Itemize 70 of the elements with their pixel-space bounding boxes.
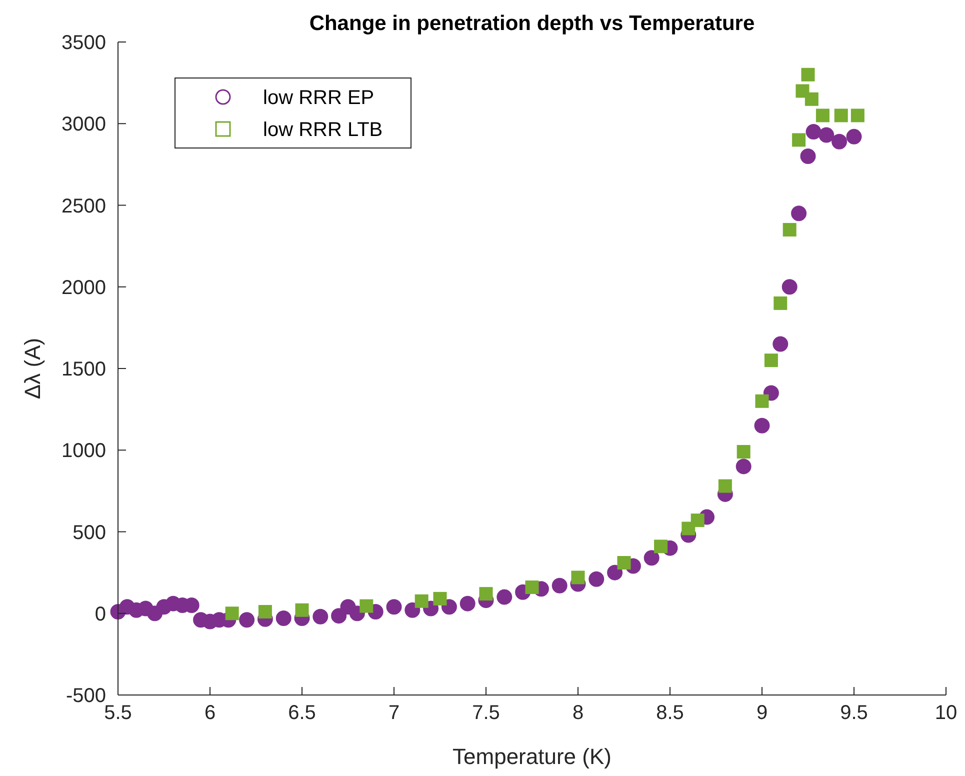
y-tick-label: 1500	[62, 358, 106, 380]
y-axis-title: Δλ (A)	[20, 338, 45, 400]
point	[571, 570, 585, 584]
point	[479, 587, 493, 601]
legend-label: low RRR EP	[263, 87, 374, 109]
y-tick-label: 3500	[62, 32, 106, 54]
point	[832, 134, 848, 150]
point	[782, 279, 798, 295]
point	[360, 599, 374, 613]
point	[331, 608, 347, 624]
chart-title: Change in penetration depth vs Temperature	[309, 12, 755, 35]
point	[433, 592, 447, 606]
x-tick-label: 6.5	[288, 702, 316, 724]
y-tick-label: 500	[72, 522, 106, 544]
point	[654, 540, 668, 554]
x-tick-label: 7	[388, 702, 400, 724]
point	[460, 596, 476, 612]
point	[792, 133, 806, 147]
point	[755, 394, 769, 408]
point	[607, 564, 623, 580]
point	[736, 445, 750, 459]
point	[690, 514, 704, 528]
point	[818, 127, 834, 143]
point	[588, 571, 604, 587]
y-tick-label: -500	[66, 685, 106, 707]
point	[552, 578, 568, 594]
point	[772, 336, 788, 352]
point	[414, 594, 428, 608]
point	[276, 610, 292, 626]
point	[816, 108, 830, 122]
point	[791, 206, 807, 222]
point	[386, 599, 402, 615]
x-axis-title: Temperature (K)	[452, 744, 612, 769]
point	[846, 128, 862, 144]
point	[782, 222, 796, 236]
point	[404, 602, 420, 618]
x-tick-label: 8	[572, 702, 584, 724]
x-tick-label: 9.5	[840, 702, 868, 724]
x-tick-label: 7.5	[472, 702, 500, 724]
x-tick-label: 9	[756, 702, 768, 724]
x-tick-label: 6	[204, 702, 216, 724]
y-tick-label: 0	[94, 603, 106, 626]
legend-label: low RRR LTB	[263, 119, 383, 141]
x-tick-label: 10	[934, 702, 958, 724]
x-tick-label: 8.5	[656, 702, 684, 724]
point	[834, 108, 848, 122]
point	[718, 479, 732, 493]
point	[800, 148, 816, 164]
point	[295, 603, 309, 617]
point	[525, 580, 539, 594]
y-tick-label: 3000	[62, 114, 106, 136]
point	[312, 608, 328, 624]
point	[258, 604, 272, 618]
y-tick-label: 2000	[62, 276, 106, 299]
point	[239, 612, 255, 628]
point	[806, 124, 822, 140]
y-tick-label: 1000	[62, 440, 106, 462]
point	[644, 550, 660, 566]
point	[804, 92, 818, 106]
point	[850, 108, 864, 122]
point	[764, 354, 778, 368]
point	[754, 418, 770, 434]
x-tick-label: 5.5	[104, 702, 132, 724]
point	[617, 556, 631, 570]
point	[225, 606, 239, 620]
y-tick-label: 2500	[62, 195, 106, 218]
point	[801, 68, 815, 82]
point	[496, 589, 512, 605]
point	[736, 458, 752, 474]
point	[774, 296, 788, 310]
